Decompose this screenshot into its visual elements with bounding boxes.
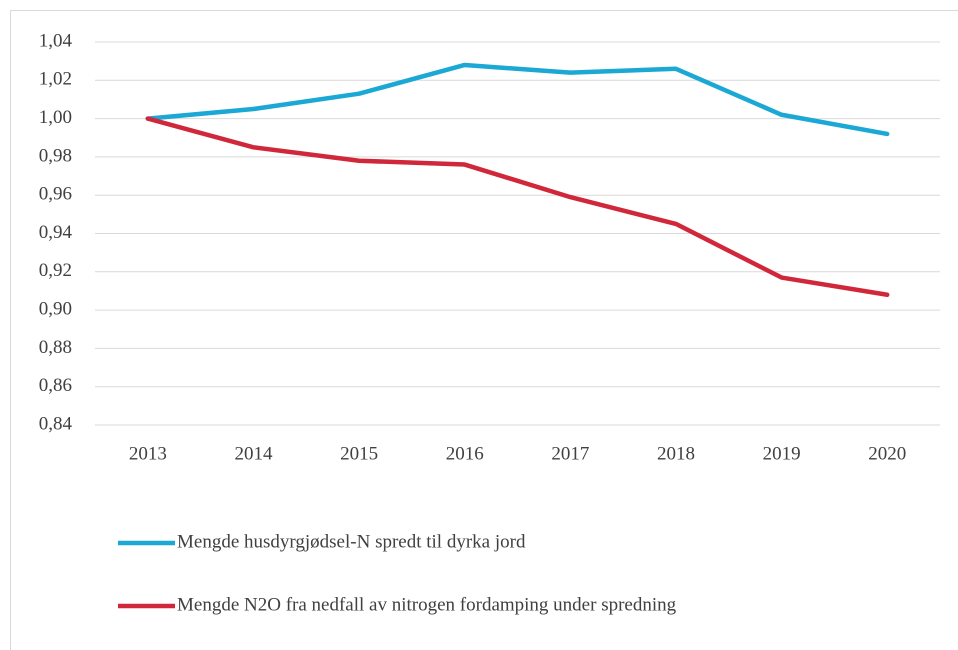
y-tick-label: 0,96: [39, 184, 72, 205]
y-tick-label: 0,92: [39, 260, 72, 281]
y-tick-label: 0,88: [39, 337, 72, 358]
legend-label: Mengde husdyrgjødsel-N spredt til dyrka …: [177, 531, 526, 552]
chart-border: [10, 10, 958, 650]
y-tick-label: 1,00: [39, 107, 72, 128]
legend-label: Mengde N2O fra nedfall av nitrogen forda…: [177, 594, 677, 615]
y-tick-label: 1,02: [39, 69, 72, 90]
x-tick-label: 2014: [234, 443, 273, 464]
x-tick-label: 2017: [551, 443, 589, 464]
y-tick-label: 0,94: [39, 222, 73, 243]
y-tick-label: 0,84: [39, 413, 73, 434]
line-series: [145, 116, 890, 298]
line-series: [145, 62, 890, 137]
y-tick-label: 0,90: [39, 298, 72, 319]
x-tick-label: 2016: [446, 443, 484, 464]
x-tick-label: 2018: [657, 443, 695, 464]
x-tick-label: 2015: [340, 443, 378, 464]
y-tick-label: 1,04: [39, 30, 73, 51]
x-tick-label: 2013: [129, 443, 167, 464]
x-tick-label: 2019: [763, 443, 801, 464]
y-tick-label: 0,98: [39, 145, 72, 166]
x-tick-label: 2020: [868, 443, 906, 464]
y-tick-label: 0,86: [39, 375, 72, 396]
